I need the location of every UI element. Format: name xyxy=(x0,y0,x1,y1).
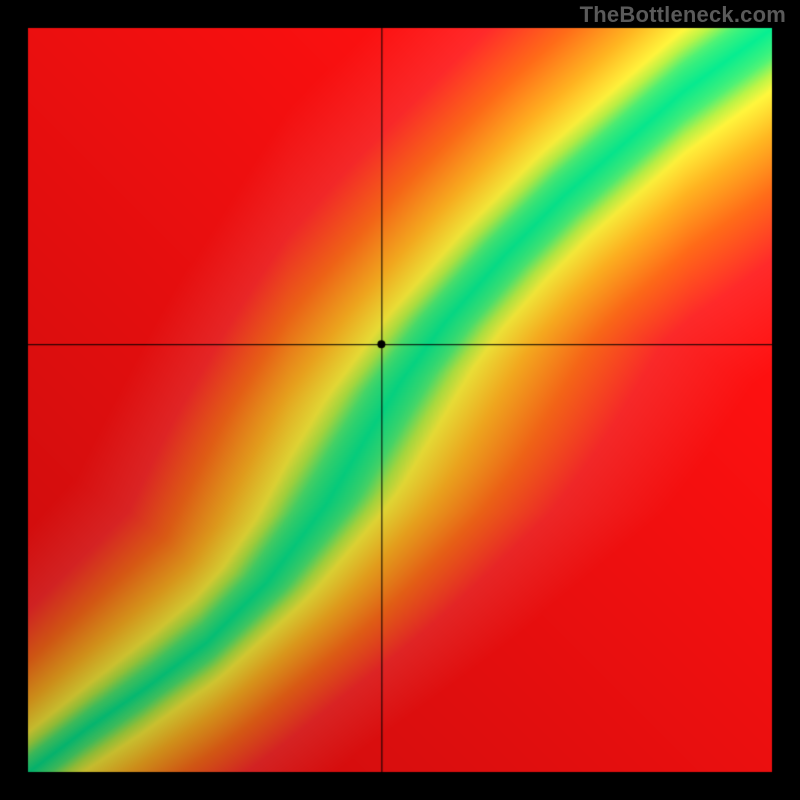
bottleneck-heatmap xyxy=(0,0,800,800)
chart-container: TheBottleneck.com xyxy=(0,0,800,800)
watermark-text: TheBottleneck.com xyxy=(580,2,786,28)
